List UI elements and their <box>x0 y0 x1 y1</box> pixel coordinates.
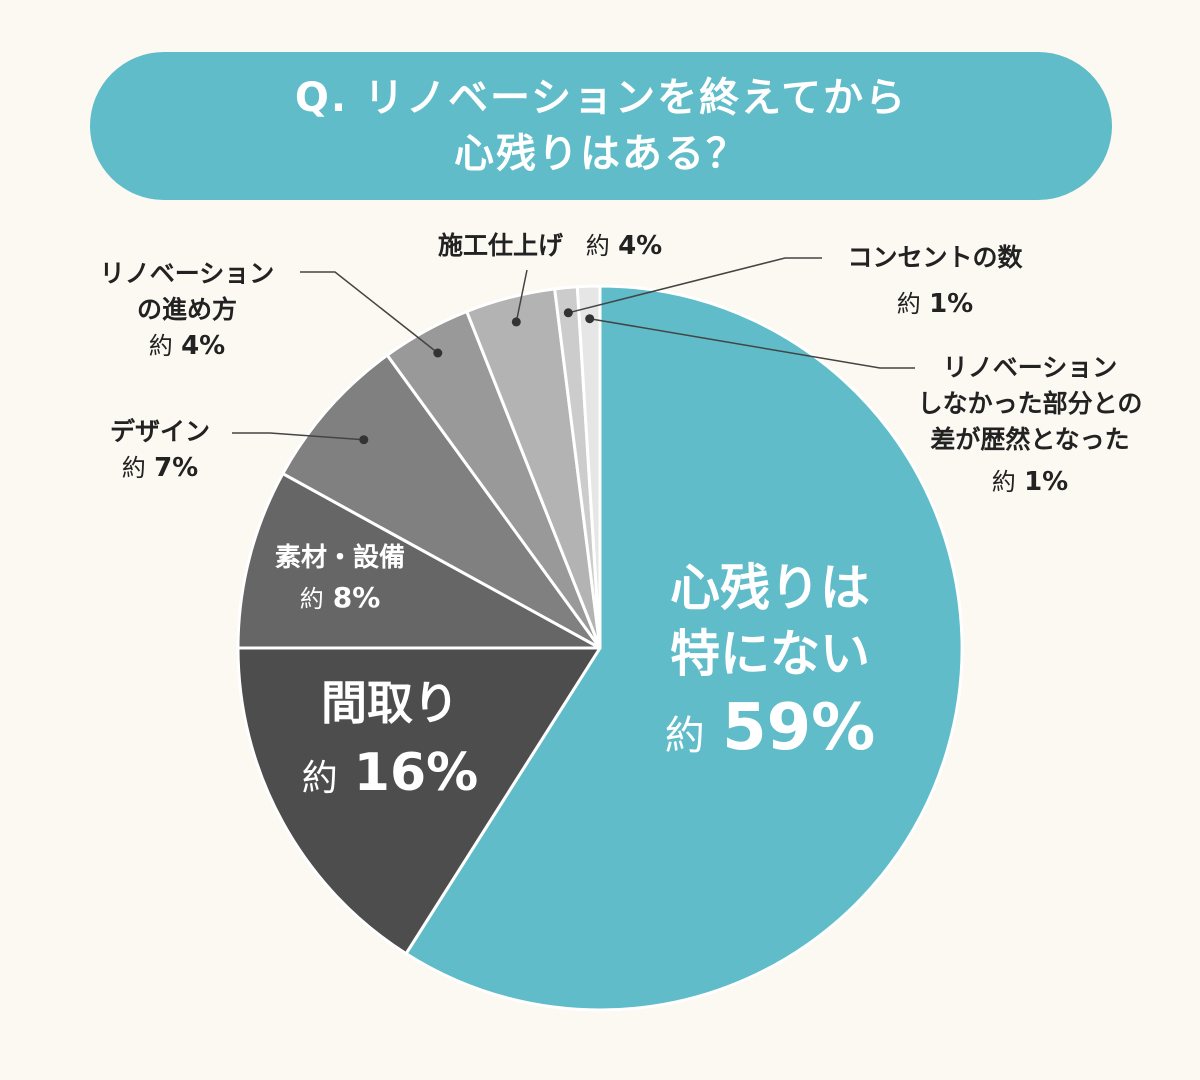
slice-pct-sozai: 8% <box>332 581 381 614</box>
pie-slice-madori <box>236 646 602 956</box>
slice-prefix-design: 約 <box>121 454 146 482</box>
leader-dot-susumekata <box>433 348 443 358</box>
slice-label-sozai: 素材・設備 約 8% <box>245 538 435 619</box>
leader-line-susumekata <box>300 271 439 354</box>
slice-pct-consent: 1% <box>929 289 974 319</box>
leader-dot-shiage <box>511 317 521 327</box>
leader-line-sa <box>589 317 915 369</box>
pie-slice-design <box>281 353 602 650</box>
slice-name-susumekata-line1: リノベーション <box>99 259 275 288</box>
slice-name-susumekata-line2: の進め方 <box>136 295 237 324</box>
slice-name-sa-line2: しなかった部分との <box>917 389 1143 418</box>
slice-prefix-sa: 約 <box>991 468 1016 496</box>
slice-prefix-none: 約 <box>664 713 705 759</box>
slice-value-shiage: 約 4% <box>585 231 663 261</box>
slice-name-none-line2: 特にない <box>670 625 870 683</box>
leader-line-shiage <box>515 269 528 323</box>
slice-label-sa: リノベーション しなかった部分との 差が歴然となった 約 1% <box>885 350 1175 500</box>
slice-label-susumekata: リノベーション の進め方 約 4% <box>82 256 292 364</box>
leader-dot-design <box>359 435 369 445</box>
slice-pct-shiage: 4% <box>618 231 663 261</box>
slice-name-madori: 間取り <box>321 676 459 730</box>
slice-name-sozai: 素材・設備 <box>274 543 405 573</box>
slice-label-none: 心残りは 特にない 約 59% <box>640 555 900 769</box>
slice-label-consent: コンセントの数 約 1% <box>830 240 1040 322</box>
title-line-1: Q. リノベーションを終えてから <box>294 75 908 121</box>
pie-slice-sa <box>575 284 602 650</box>
pie-slice-none <box>404 284 964 1012</box>
slice-name-design: デザイン <box>109 417 210 446</box>
slice-prefix-sozai: 約 <box>299 585 324 613</box>
slice-value-none: 約 59% <box>640 695 900 769</box>
slice-pct-none: 59% <box>722 691 876 765</box>
slice-pct-susumekata: 4% <box>181 331 226 361</box>
slice-label-design: デザイン 約 7% <box>98 414 222 486</box>
slice-label-shiage: 施工仕上げ 約 4% <box>438 228 698 264</box>
slice-pct-design: 7% <box>154 453 199 483</box>
slice-prefix-susumekata: 約 <box>148 332 173 360</box>
slice-name-sa-line3: 差が歴然となった <box>930 425 1130 454</box>
slice-pct-madori: 16% <box>353 743 479 803</box>
slice-value-susumekata: 約 4% <box>82 328 292 364</box>
slice-value-madori: 約 16% <box>290 742 490 810</box>
slice-prefix-shiage: 約 <box>585 232 610 260</box>
slice-name-consent: コンセントの数 <box>847 243 1023 272</box>
slice-pct-sa: 1% <box>1024 467 1069 497</box>
leader-line-consent <box>568 257 822 314</box>
slice-prefix-consent: 約 <box>896 290 921 318</box>
slice-prefix-madori: 約 <box>301 758 338 799</box>
title-line-2: 心残りはある？ <box>454 131 748 177</box>
leader-dot-sa <box>585 314 595 324</box>
slice-label-madori: 間取り 約 16% <box>290 672 490 810</box>
pie-slice-sozai <box>236 472 602 650</box>
leader-dot-consent <box>563 308 573 318</box>
title-banner: Q. リノベーションを終えてから 心残りはある？ <box>90 52 1112 200</box>
slice-name-sa-line1: リノベーション <box>942 353 1118 382</box>
slice-value-sozai: 約 8% <box>245 578 435 619</box>
slice-name-none-line1: 心残りは <box>670 559 870 617</box>
slice-name-shiage: 施工仕上げ <box>438 231 564 260</box>
leader-line-design <box>232 432 364 441</box>
slice-value-consent: 約 1% <box>830 286 1040 322</box>
slice-value-design: 約 7% <box>98 450 222 486</box>
slice-value-sa: 約 1% <box>885 464 1175 500</box>
